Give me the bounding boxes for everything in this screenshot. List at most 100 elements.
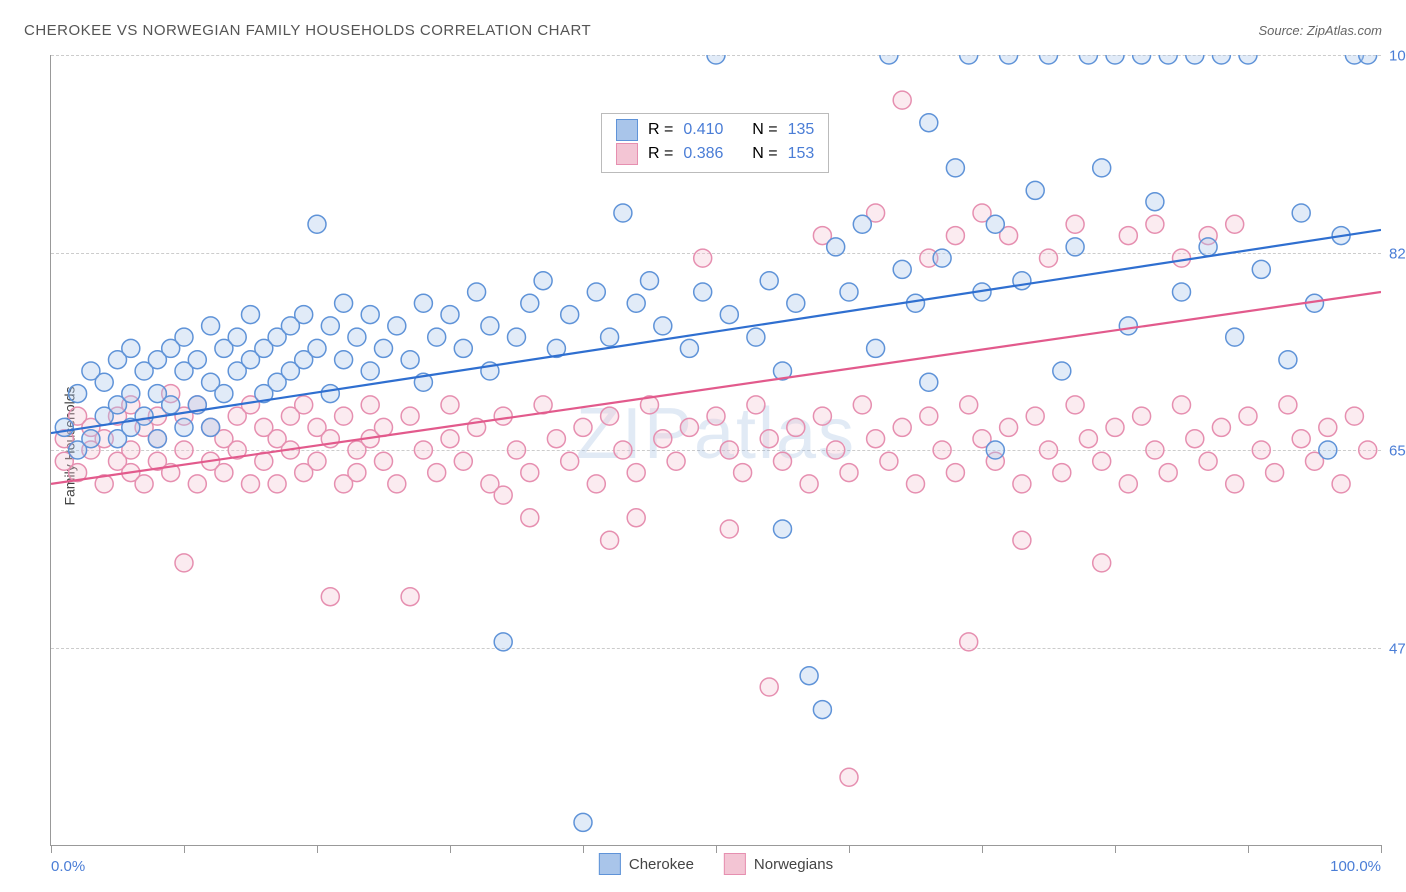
x-tick (982, 845, 983, 853)
data-point (95, 373, 113, 391)
data-point (1079, 430, 1097, 448)
data-point (680, 418, 698, 436)
data-point (1119, 317, 1137, 335)
data-point (787, 294, 805, 312)
data-point (428, 328, 446, 346)
data-point (601, 328, 619, 346)
data-point (574, 813, 592, 831)
x-tick (716, 845, 717, 853)
data-point (853, 215, 871, 233)
x-tick (1115, 845, 1116, 853)
data-point (1040, 441, 1058, 459)
data-point (1359, 441, 1377, 459)
data-point (1053, 362, 1071, 380)
data-point (893, 91, 911, 109)
legend-swatch-1 (616, 119, 638, 141)
data-point (494, 633, 512, 651)
data-point (215, 464, 233, 482)
data-point (1252, 441, 1270, 459)
data-point (946, 227, 964, 245)
data-point (707, 55, 725, 64)
data-point (747, 396, 765, 414)
data-point (1266, 464, 1284, 482)
data-point (907, 294, 925, 312)
data-point (1119, 475, 1137, 493)
y-tick-label: 100.0% (1381, 48, 1406, 65)
data-point (747, 328, 765, 346)
data-point (375, 452, 393, 470)
data-point (1146, 441, 1164, 459)
legend-n-prefix: N = (752, 142, 777, 166)
data-point (468, 283, 486, 301)
data-point (920, 373, 938, 391)
x-tick (849, 845, 850, 853)
data-point (587, 475, 605, 493)
data-point (1013, 272, 1031, 290)
legend-box: R = 0.410 N = 135 R = 0.386 N = 153 (601, 113, 829, 173)
data-point (361, 362, 379, 380)
data-point (1239, 407, 1257, 425)
data-point (494, 486, 512, 504)
data-point (933, 249, 951, 267)
data-point (521, 509, 539, 527)
plot-area: ZIPatlas R = 0.410 N = 135 R = 0.386 N =… (50, 55, 1381, 846)
data-point (521, 464, 539, 482)
chart-title: CHEROKEE VS NORWEGIAN FAMILY HOUSEHOLDS … (24, 22, 591, 39)
data-point (162, 396, 180, 414)
data-point (1093, 452, 1111, 470)
data-point (494, 407, 512, 425)
data-point (1079, 55, 1097, 64)
data-point (1106, 418, 1124, 436)
data-point (880, 452, 898, 470)
data-point (1199, 238, 1217, 256)
data-point (720, 441, 738, 459)
data-point (428, 464, 446, 482)
data-point (654, 317, 672, 335)
data-point (321, 385, 339, 403)
data-point (175, 441, 193, 459)
data-point (308, 339, 326, 357)
data-point (1226, 475, 1244, 493)
data-point (335, 351, 353, 369)
data-point (601, 531, 619, 549)
data-point (122, 385, 140, 403)
legend-r-prefix: R = (648, 118, 673, 142)
data-point (1146, 215, 1164, 233)
data-point (946, 464, 964, 482)
data-point (1093, 554, 1111, 572)
data-point (361, 396, 379, 414)
data-point (774, 452, 792, 470)
data-point (867, 430, 885, 448)
data-point (1199, 452, 1217, 470)
data-point (321, 317, 339, 335)
x-tick (184, 845, 185, 853)
data-point (1066, 396, 1084, 414)
data-point (335, 294, 353, 312)
legend-r-value-2: 0.386 (683, 142, 723, 166)
data-point (1173, 396, 1191, 414)
data-point (441, 306, 459, 324)
data-point (561, 306, 579, 324)
data-point (508, 328, 526, 346)
data-point (401, 407, 419, 425)
data-point (734, 464, 752, 482)
data-point (148, 430, 166, 448)
data-point (827, 238, 845, 256)
data-point (840, 464, 858, 482)
data-point (1013, 531, 1031, 549)
source-label: Source: ZipAtlas.com (1258, 23, 1382, 38)
data-point (1279, 351, 1297, 369)
data-point (508, 441, 526, 459)
data-point (242, 306, 260, 324)
x-legend-label-2: Norwegians (754, 856, 833, 873)
data-point (720, 306, 738, 324)
data-point (986, 441, 1004, 459)
data-point (521, 294, 539, 312)
data-point (614, 204, 632, 222)
data-point (627, 294, 645, 312)
x-legend-swatch-2 (724, 853, 746, 875)
data-point (135, 475, 153, 493)
data-point (1359, 55, 1377, 64)
x-legend-item-1: Cherokee (599, 853, 694, 875)
data-point (122, 339, 140, 357)
